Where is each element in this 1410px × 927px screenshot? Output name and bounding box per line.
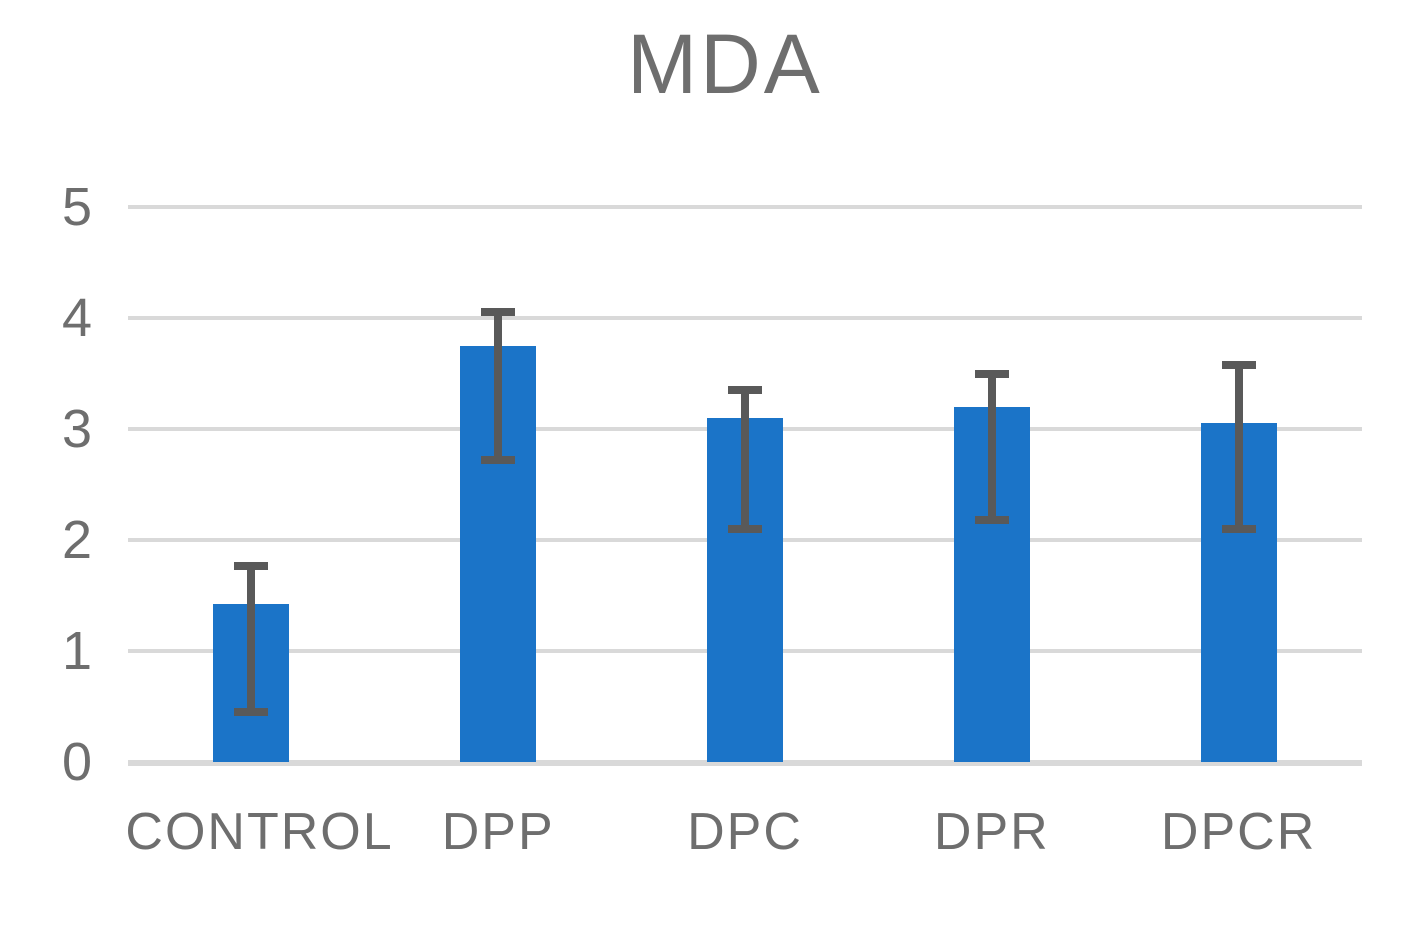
error-bar-cap-bottom (481, 456, 516, 465)
error-bar-line (494, 312, 503, 461)
error-bar-cap-top (728, 386, 762, 395)
gridline (128, 316, 1362, 320)
y-tick-label: 5 (61, 177, 92, 237)
x-category-label: DPC (687, 803, 803, 861)
error-bar-cap-bottom (728, 524, 762, 533)
chart-title: MDA (627, 17, 823, 111)
error-bar-line (247, 565, 256, 713)
error-bar-cap-top (1221, 360, 1256, 369)
error-bar-line (1234, 364, 1243, 529)
gridline (128, 205, 1362, 209)
error-bar-cap-top (234, 561, 269, 570)
x-category-label: DPCR (1160, 803, 1317, 861)
gridline (128, 760, 1362, 766)
y-tick-label: 0 (61, 732, 92, 792)
y-tick-label: 3 (61, 399, 92, 459)
x-category-label: CONTROL (125, 803, 394, 861)
error-bar-line (741, 390, 749, 529)
error-bar-line (987, 373, 996, 521)
error-bar-cap-top (481, 308, 516, 317)
y-tick-label: 1 (61, 621, 92, 681)
error-bar-cap-top (974, 369, 1009, 378)
error-bar-cap-bottom (1221, 524, 1256, 533)
y-tick-label: 4 (61, 288, 92, 348)
x-category-label: DPR (933, 803, 1050, 861)
y-tick-label: 2 (61, 510, 92, 570)
error-bar-cap-bottom (234, 708, 269, 717)
error-bar-cap-bottom (974, 516, 1009, 525)
x-category-label: DPP (441, 803, 555, 861)
